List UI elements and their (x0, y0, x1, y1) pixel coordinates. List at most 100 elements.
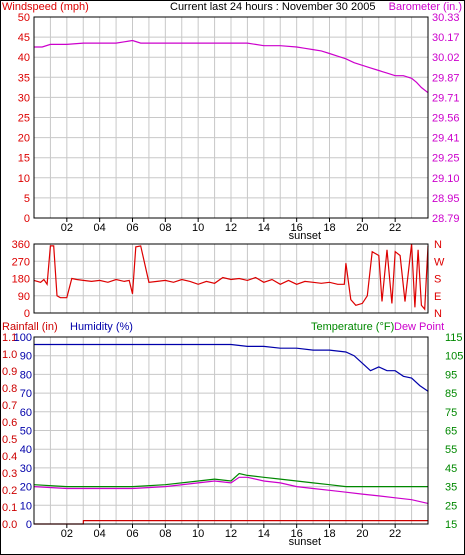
rainfall-tick-label: 0.3 (2, 468, 17, 480)
temperature-tick-label: 105 (445, 351, 463, 363)
x-tick-label: 12 (225, 528, 237, 540)
x-tick-label: 10 (192, 528, 204, 540)
barometer-tick-label: 30.02 (432, 52, 460, 64)
x-tick-label: 18 (323, 222, 335, 234)
humidity-tick-label: 10 (20, 500, 32, 512)
humidity-tick-label: 40 (20, 444, 32, 456)
rainfall-tick-label: 0.4 (2, 451, 17, 463)
x-tick-label: 16 (291, 528, 303, 540)
temperature-tick-label: 115 (445, 332, 463, 344)
barometer-title: Barometer (in.) (389, 1, 462, 13)
rainfall-tick-label: 0.5 (2, 434, 17, 446)
plot-frame (33, 16, 429, 219)
direction-degree-label: 180 (12, 274, 30, 286)
rainfall-tick-label: 0.2 (2, 485, 17, 497)
windspeed-title: Windspeed (mph) (2, 1, 89, 13)
windspeed-tick-label: 15 (18, 153, 30, 165)
x-tick-label: 04 (94, 222, 106, 234)
x-tick-label: 18 (323, 528, 335, 540)
rainfall-tick-label: 1.1 (2, 332, 17, 344)
rainfall-tick-label: 0.7 (2, 400, 17, 412)
humidity-tick-label: 0 (26, 519, 32, 531)
compass-label: W (434, 256, 445, 268)
humidity-tick-label: 30 (20, 463, 32, 475)
plot-frame (33, 243, 429, 314)
humidity-tick-label: 70 (20, 388, 32, 400)
direction-degree-label: 90 (18, 291, 30, 303)
x-tick-label: 02 (61, 528, 73, 540)
compass-label: E (434, 291, 441, 303)
windspeed-tick-label: 5 (24, 193, 30, 205)
x-tick-label: 02 (61, 222, 73, 234)
temperature-tick-label: 65 (445, 426, 457, 438)
x-tick-label: 10 (192, 222, 204, 234)
dew-point-line (33, 476, 429, 504)
chart-title: Current last 24 hours : November 30 2005 (170, 1, 375, 13)
temperature-tick-label: 25 (445, 500, 457, 512)
windspeed-tick-label: 45 (18, 32, 30, 44)
direction-degree-label: 270 (12, 256, 30, 268)
compass-label: N (434, 308, 442, 320)
x-tick-label: 14 (258, 528, 270, 540)
x-tick-label: 06 (126, 528, 138, 540)
windspeed-tick-label: 35 (18, 72, 30, 84)
humidity-tick-label: 80 (20, 369, 32, 381)
rainfall-tick-label: 0.6 (2, 417, 17, 429)
temperature-tick-label: 15 (445, 519, 457, 531)
barometer-tick-label: 29.71 (432, 92, 460, 104)
windspeed-tick-label: 25 (18, 113, 30, 125)
humidity-tick-label: 20 (20, 482, 32, 494)
compass-label: N (434, 239, 442, 251)
dew-point-title: Dew Point (394, 321, 444, 333)
x-tick-label: 22 (389, 528, 401, 540)
direction-degree-label: 360 (12, 239, 30, 251)
x-tick-label: 16 (291, 222, 303, 234)
x-tick-label: 20 (356, 528, 368, 540)
temperature-tick-label: 35 (445, 482, 457, 494)
humidity-line (34, 343, 429, 392)
x-tick-label: 08 (159, 222, 171, 234)
temperature-tick-label: 45 (445, 463, 457, 475)
humidity-title: Humidity (%) (70, 321, 133, 333)
barometer-tick-label: 29.87 (432, 72, 460, 84)
rainfall-tick-label: 1.0 (2, 349, 17, 361)
barometer-tick-label: 29.56 (432, 113, 460, 125)
windspeed-tick-label: 30 (18, 92, 30, 104)
barometer-tick-label: 30.33 (432, 12, 460, 24)
windspeed-tick-label: 50 (18, 12, 30, 24)
rainfall-tick-label: 0.0 (2, 519, 17, 531)
barometer-tick-label: 30.17 (432, 32, 460, 44)
wind-barometer-panel: 02 04 06 08 10 12 14 16 18 20 22 sunset 0 5 10 15 20 25 30… (18, 12, 460, 242)
barometer-tick-label: 29.41 (432, 133, 460, 145)
temperature-tick-label: 95 (445, 369, 457, 381)
temperature-tick-label: 55 (445, 444, 457, 456)
temperature-line (33, 472, 428, 488)
windspeed-tick-label: 40 (18, 52, 30, 64)
barometer-tick-label: 29.10 (432, 173, 460, 185)
rain-humidity-temp-panel: 02 04 06 08 10 12 14 16 18 20 22 sunset 0.0 0.1 0.2 0.3… (2, 332, 463, 548)
humidity-tick-label: 100 (14, 332, 32, 344)
windspeed-tick-label: 10 (18, 173, 30, 185)
barometer-tick-label: 28.95 (432, 193, 460, 205)
x-tick-label: 06 (126, 222, 138, 234)
sunset-label: sunset (289, 230, 321, 242)
wind-direction-line (33, 243, 429, 311)
x-tick-label: 14 (258, 222, 270, 234)
plot-frame (33, 336, 429, 525)
x-tick-label: 20 (356, 222, 368, 234)
compass-label: S (434, 274, 441, 286)
rainfall-title: Rainfall (in) (2, 321, 58, 333)
x-tick-label: 08 (159, 528, 171, 540)
barometer-tick-label: 28.79 (432, 213, 460, 225)
windspeed-tick-label: 20 (18, 133, 30, 145)
rainfall-tick-label: 0.8 (2, 383, 17, 395)
x-tick-label: 22 (389, 222, 401, 234)
humidity-tick-label: 90 (20, 351, 32, 363)
windspeed-tick-label: 0 (24, 213, 30, 225)
rainfall-tick-label: 0.9 (2, 366, 17, 378)
temperature-title: Temperature (°F) (311, 321, 394, 333)
x-tick-label: 04 (94, 528, 106, 540)
rainfall-tick-label: 0.1 (2, 502, 17, 514)
